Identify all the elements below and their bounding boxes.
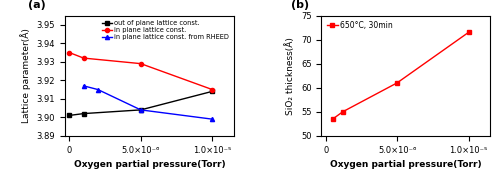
Line: in plane lattice const.: in plane lattice const. — [67, 50, 214, 92]
Y-axis label: Lattice parameter(Å): Lattice parameter(Å) — [20, 28, 31, 123]
650°C, 30min — [340, 111, 346, 113]
in plane lattice const. from RHEED — [80, 85, 86, 87]
650°C, 30min — [394, 82, 400, 84]
in plane lattice const. from RHEED — [95, 88, 101, 91]
Text: (a): (a) — [28, 0, 46, 10]
in plane lattice const. from RHEED — [209, 118, 215, 120]
in plane lattice const. — [66, 51, 72, 54]
X-axis label: Oxygen partial pressure(Torr): Oxygen partial pressure(Torr) — [74, 160, 225, 169]
Line: out of plane lattice const.: out of plane lattice const. — [67, 89, 214, 118]
out of plane lattice const. — [138, 109, 143, 111]
Text: (b): (b) — [291, 0, 309, 10]
X-axis label: Oxygen partial pressure(Torr): Oxygen partial pressure(Torr) — [330, 160, 482, 169]
Legend: 650°C, 30min: 650°C, 30min — [325, 19, 394, 31]
650°C, 30min — [466, 31, 471, 34]
650°C, 30min — [330, 118, 336, 120]
in plane lattice const. — [138, 62, 143, 65]
Y-axis label: SiO₂ thickness(Å): SiO₂ thickness(Å) — [286, 37, 296, 115]
Line: in plane lattice const. from RHEED: in plane lattice const. from RHEED — [82, 84, 214, 121]
out of plane lattice const. — [66, 114, 72, 117]
in plane lattice const. — [80, 57, 86, 59]
Legend: out of plane lattice const., in plane lattice const., in plane lattice const. fr: out of plane lattice const., in plane la… — [101, 19, 230, 42]
out of plane lattice const. — [209, 90, 215, 93]
in plane lattice const. — [209, 88, 215, 91]
in plane lattice const. from RHEED — [138, 109, 143, 111]
out of plane lattice const. — [80, 113, 86, 115]
Line: 650°C, 30min: 650°C, 30min — [330, 30, 470, 121]
